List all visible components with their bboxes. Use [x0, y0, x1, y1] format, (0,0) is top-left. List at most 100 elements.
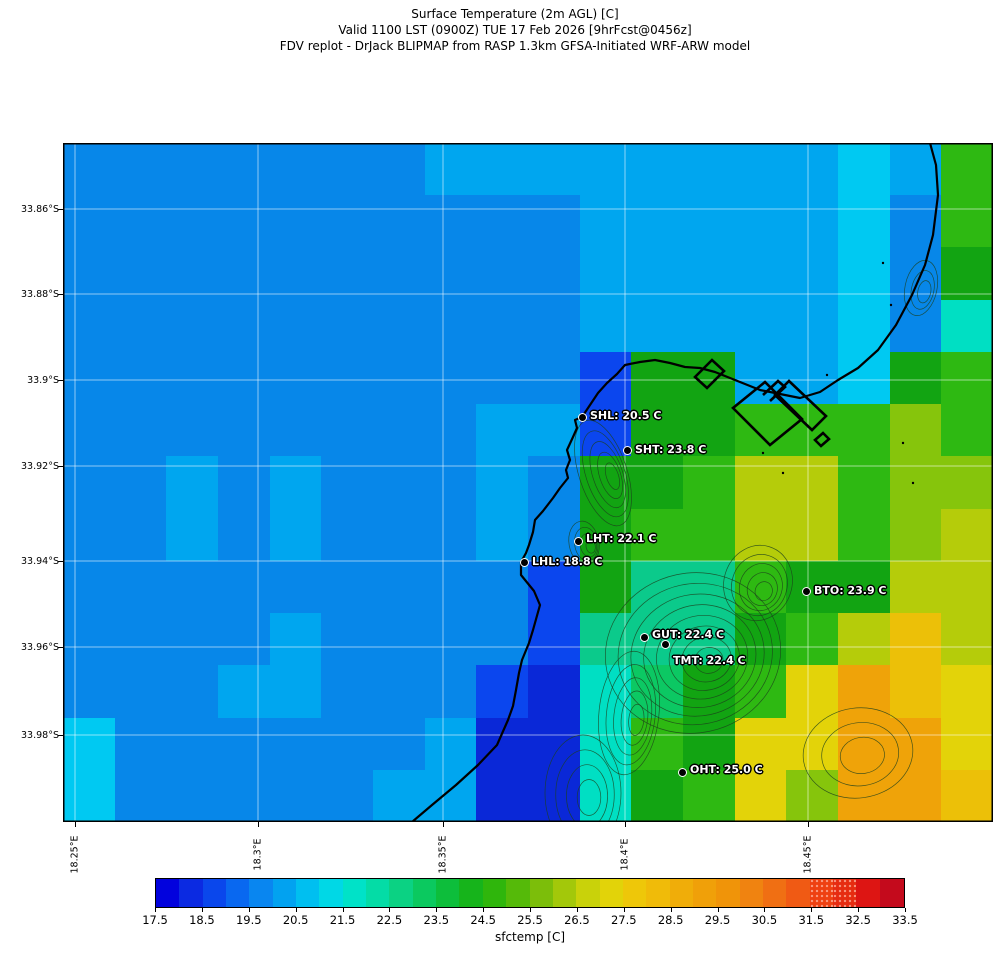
map-cell	[786, 195, 839, 248]
map-cell	[889, 717, 942, 771]
colorbar-segment	[716, 879, 741, 907]
colorbar-segment	[296, 879, 320, 907]
map-cell	[373, 456, 426, 510]
map-cell	[424, 613, 477, 666]
colorbar-segment	[389, 879, 414, 907]
map-cell	[528, 404, 581, 457]
terrain-contour	[585, 539, 596, 554]
colorbar-segment	[786, 879, 811, 907]
map-cell	[631, 143, 684, 196]
map-cell	[528, 769, 581, 822]
station-dot-gut	[639, 632, 649, 642]
map-cell	[269, 665, 322, 719]
colorbar-tick-label: 24.5	[470, 913, 496, 927]
map-cell	[373, 299, 426, 353]
map-cell	[63, 299, 116, 353]
map-cell	[734, 508, 787, 562]
map-cell	[579, 665, 632, 719]
colorbar-segment	[436, 879, 460, 907]
terrain-contour	[738, 563, 783, 612]
map-cell	[321, 143, 374, 196]
latitude-tick-mark	[58, 647, 63, 648]
map-cell	[166, 299, 219, 353]
terrain-contour	[630, 593, 765, 717]
terrain-contour	[917, 280, 932, 304]
colorbar-tick-mark	[576, 908, 578, 912]
terrain-contour	[643, 604, 757, 708]
colorbar-tick-mark	[623, 908, 625, 912]
map-cell	[321, 665, 374, 719]
map-cell	[424, 665, 477, 719]
map-cell	[838, 769, 891, 822]
map-cell	[114, 769, 167, 822]
terrain-contour	[544, 734, 622, 822]
colorbar-tick-mark	[295, 908, 297, 912]
colorbar-segment	[762, 879, 787, 907]
map-cell	[528, 456, 581, 510]
map-cell	[321, 195, 374, 248]
map-cell	[114, 299, 167, 353]
colorbar-tick-label: 27.5	[610, 913, 637, 927]
latitude-tick-mark	[58, 735, 63, 736]
map-cell	[166, 560, 219, 614]
map-cell	[683, 613, 736, 666]
terrain-contour	[694, 647, 724, 674]
map-cell	[631, 456, 684, 510]
terrain-contour	[723, 545, 793, 621]
station-label-tmt: TMT: 22.4 C	[673, 654, 746, 667]
map-cell	[838, 508, 891, 562]
map-cell	[941, 299, 993, 353]
map-speck	[889, 303, 893, 307]
terrain-contour	[613, 677, 653, 756]
map-plot-area: SHL: 20.5 C SHT: 23.8 C LHT: 22.1 C LHL: 18…	[63, 143, 993, 822]
colorbar-tick-mark	[483, 908, 485, 912]
colorbar-segment	[692, 879, 717, 907]
map-cell	[269, 560, 322, 614]
terrain-contour	[589, 441, 626, 509]
map-cell	[528, 247, 581, 301]
colorbar-segment	[739, 879, 764, 907]
map-cell	[683, 247, 736, 301]
map-speck	[911, 481, 915, 485]
map-cell	[683, 195, 736, 248]
map-cell	[631, 299, 684, 353]
colorbar-title: sfctemp [C]	[494, 930, 566, 944]
map-cell	[424, 456, 477, 510]
map-cell	[63, 143, 116, 196]
map-cell	[269, 508, 322, 562]
map-cell	[166, 456, 219, 510]
terrain-contour	[581, 430, 629, 518]
map-cell	[786, 508, 839, 562]
map-cell	[63, 717, 116, 771]
colorbar-tick-mark	[436, 908, 438, 912]
colorbar-tick-label: 26.5	[564, 913, 590, 927]
map-cell	[373, 404, 426, 457]
map-cell	[579, 247, 632, 301]
map-cell	[269, 247, 322, 301]
map-cell	[476, 143, 529, 196]
map-cell	[528, 560, 581, 614]
map-cell	[734, 143, 787, 196]
colorbar-tick-label: 21.5	[329, 913, 356, 927]
colorbar-segment	[156, 879, 180, 907]
terrain-contour	[579, 533, 598, 558]
map-cell	[166, 247, 219, 301]
station-dot-lhl	[519, 557, 529, 567]
map-cell	[166, 404, 219, 457]
map-overlay-svg	[63, 143, 993, 822]
map-cell	[63, 195, 116, 248]
latitude-tick-mark	[58, 380, 63, 381]
colorbar-segment	[459, 879, 484, 907]
colorbar	[155, 878, 905, 908]
map-cell	[166, 143, 219, 196]
map-cell	[941, 613, 993, 666]
chart-model-credit: FDV replot - DrJack BLIPMAP from RASP 1.…	[279, 39, 751, 53]
terrain-contour	[605, 664, 657, 766]
map-cell	[941, 247, 993, 301]
map-cell	[889, 508, 942, 562]
colorbar-tick-mark	[858, 908, 860, 912]
colorbar-tick-mark	[764, 908, 766, 912]
map-cell	[166, 195, 219, 248]
terrain-contour	[604, 462, 620, 490]
map-cell	[476, 404, 529, 457]
